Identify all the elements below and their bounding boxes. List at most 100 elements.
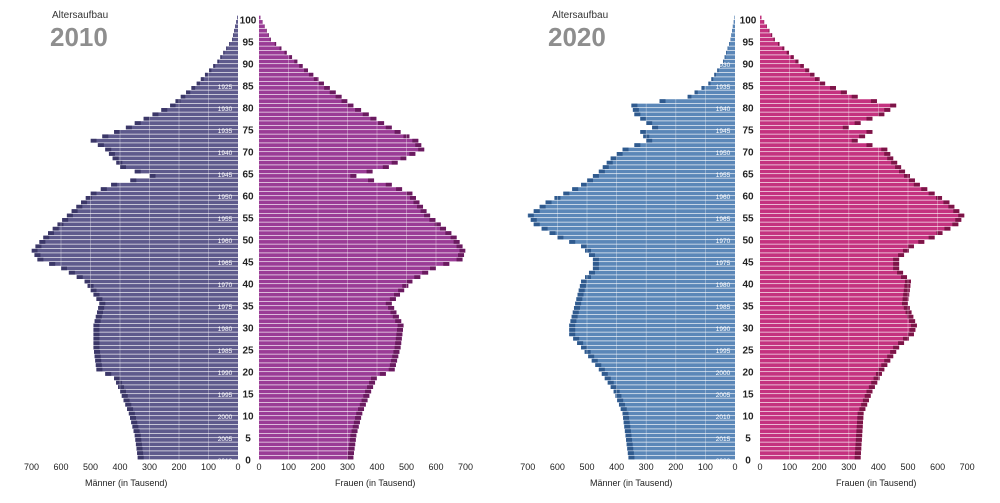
bar-female-age-18 (259, 376, 377, 381)
birth-year-label: 2010 (218, 458, 233, 465)
bar-male-excess-age-68 (610, 156, 617, 161)
bar-male-excess-age-34 (98, 306, 105, 310)
bar-male-age-52 (52, 226, 238, 231)
bar-male-age-87 (714, 72, 735, 77)
bar-male-age-32 (95, 314, 238, 319)
bar-male-age-43 (592, 266, 735, 271)
bar-male-age-84 (701, 86, 735, 90)
bar-male-excess-age-11 (127, 407, 134, 411)
bar-male-age-50 (557, 235, 735, 240)
bar-female-age-49 (259, 240, 460, 244)
bar-male-age-56 (71, 209, 239, 213)
age-tick-label: 55 (242, 214, 254, 225)
bar-male-excess-age-9 (130, 416, 137, 420)
bar-male-excess-age-14 (615, 394, 622, 398)
bar-male-excess-age-51 (549, 231, 556, 235)
bar-male-excess-age-88 (209, 68, 212, 73)
bar-female-excess-age-36 (902, 297, 909, 301)
bar-female-age-62 (760, 182, 920, 187)
bar-female-age-88 (760, 68, 810, 73)
bar-male-age-35 (575, 301, 735, 306)
bar-female-excess-age-61 (921, 187, 928, 191)
bar-female-age-58 (259, 200, 420, 205)
x-tick-label-left: 0 (235, 462, 240, 472)
bar-male-excess-age-24 (584, 350, 591, 354)
bar-female-age-82 (259, 94, 342, 99)
bar-female-excess-age-70 (418, 147, 425, 152)
bar-male-age-65 (134, 169, 238, 174)
bar-female-age-77 (760, 116, 873, 121)
bar-female-excess-age-7 (352, 424, 359, 429)
bar-male-age-85 (708, 81, 735, 86)
bar-female-excess-age-67 (891, 160, 898, 165)
bar-male-excess-age-21 (95, 363, 102, 367)
bar-female-excess-age-96 (771, 33, 773, 37)
bar-male-excess-age-59 (85, 196, 92, 200)
bar-female-excess-age-2 (348, 446, 355, 451)
age-tick-label: 45 (742, 258, 754, 269)
bar-female-excess-age-72 (851, 138, 858, 143)
bar-female-excess-age-49 (453, 240, 460, 244)
bar-female-excess-age-77 (866, 116, 873, 121)
bar-male-age-28 (93, 332, 238, 337)
bar-female-excess-age-60 (406, 191, 413, 196)
bar-female-excess-age-75 (385, 125, 392, 130)
bar-male-excess-age-17 (116, 380, 123, 385)
bar-female-age-89 (259, 64, 303, 68)
bar-female-age-19 (760, 372, 882, 376)
bar-male-age-58 (545, 200, 735, 205)
bar-male-excess-age-47 (31, 248, 38, 253)
bar-female-excess-age-86 (815, 77, 820, 81)
bar-male-excess-age-27 (93, 336, 100, 341)
bar-female-excess-age-38 (398, 288, 405, 293)
age-tick-label: 100 (240, 16, 257, 27)
birth-year-label: 1945 (716, 128, 731, 135)
x-axis-label-women: Frauen (in Tausend) (836, 478, 917, 488)
bar-female-age-68 (259, 156, 407, 161)
x-tick-label-right: 400 (871, 462, 886, 472)
bar-female-excess-age-3 (349, 442, 356, 447)
bar-male-excess-age-77 (640, 116, 647, 121)
bar-male-excess-age-77 (143, 116, 150, 121)
bar-male-age-97 (234, 28, 238, 33)
age-tick-label: 50 (242, 236, 254, 247)
bar-female-excess-age-52 (944, 226, 951, 231)
bar-male-age-11 (620, 407, 735, 411)
birth-year-label: 1985 (218, 348, 233, 355)
bar-female-age-54 (760, 218, 962, 222)
bar-male-age-69 (616, 152, 735, 156)
bar-female-age-6 (259, 429, 358, 433)
bar-male-excess-age-8 (623, 420, 630, 425)
bar-female-age-47 (259, 248, 466, 253)
bar-male-age-88 (209, 68, 238, 73)
bar-female-age-56 (259, 209, 427, 213)
bar-male-age-0 (628, 455, 735, 460)
bar-male-age-49 (39, 240, 238, 244)
bar-male-excess-age-27 (573, 336, 580, 341)
bar-male-excess-age-65 (598, 169, 605, 174)
bar-female-age-54 (259, 218, 436, 222)
bar-female-excess-age-40 (904, 279, 911, 284)
bar-male-age-82 (180, 94, 238, 99)
bar-male-excess-age-90 (723, 59, 725, 64)
x-axis-label-men: Männer (in Tausend) (590, 478, 673, 488)
x-tick-label-left: 100 (201, 462, 216, 472)
bar-male-age-74 (114, 130, 238, 134)
bar-female-age-2 (259, 446, 355, 451)
bar-female-age-52 (259, 226, 447, 231)
bar-male-excess-age-20 (96, 367, 103, 372)
bar-female-age-65 (259, 169, 373, 174)
bar-male-excess-age-52 (52, 226, 59, 231)
bar-female-age-79 (259, 108, 362, 112)
age-tick-label: 60 (242, 192, 254, 203)
bar-female-age-37 (259, 292, 401, 297)
bar-female-age-63 (760, 178, 915, 183)
bar-male-age-90 (723, 59, 735, 64)
birth-year-label: 1990 (218, 370, 233, 377)
bar-female-age-10 (760, 411, 864, 416)
bar-male-age-81 (175, 99, 238, 103)
bar-female-age-10 (259, 411, 363, 416)
bar-female-excess-age-9 (355, 416, 362, 420)
bar-female-age-58 (760, 200, 950, 205)
bar-female-age-38 (760, 288, 910, 293)
